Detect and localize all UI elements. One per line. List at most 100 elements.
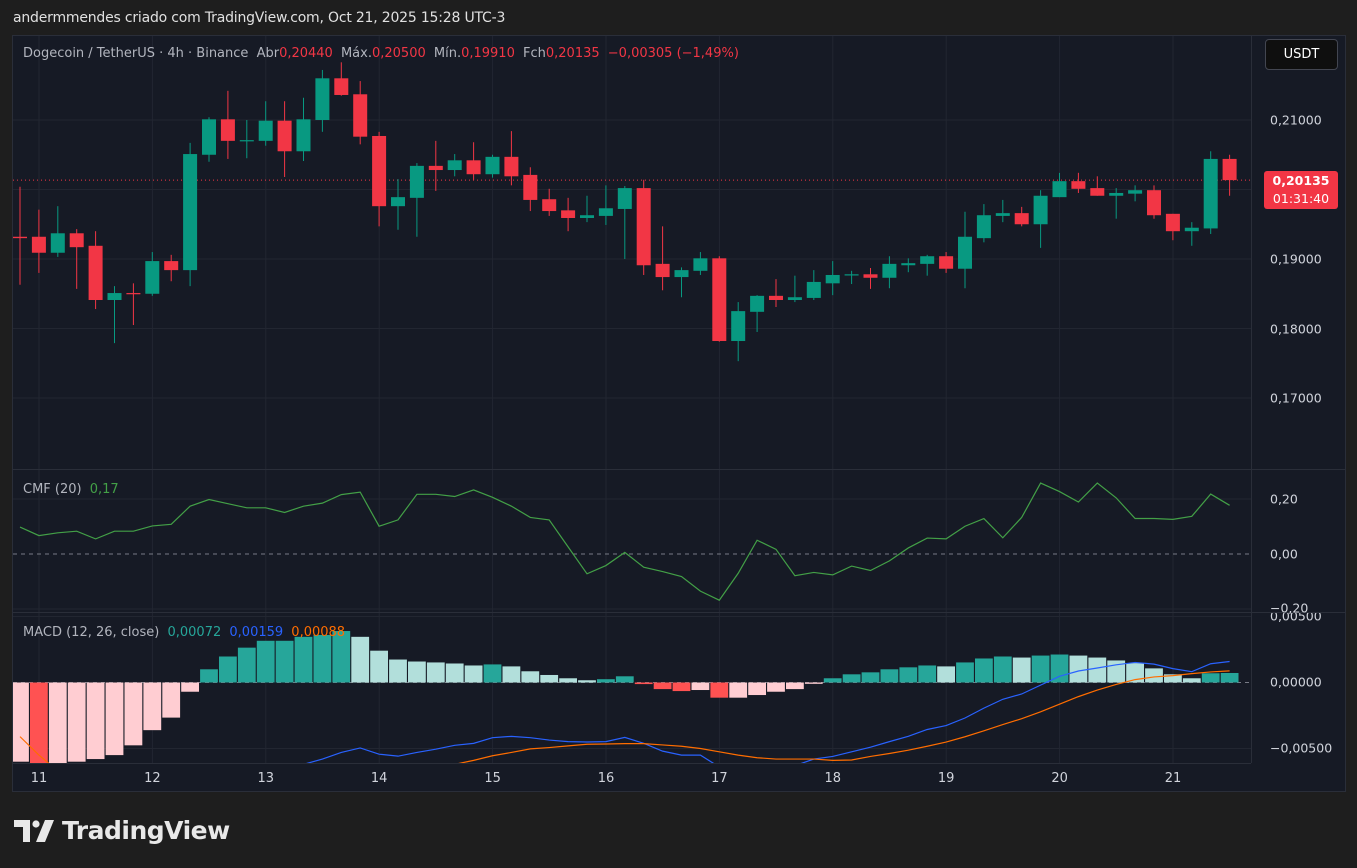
macd-histogram-bar (181, 682, 199, 692)
pane-divider[interactable] (13, 612, 1345, 613)
candle (1222, 154, 1237, 196)
candle-body (1128, 190, 1143, 194)
candle (220, 90, 235, 159)
candle-body (409, 165, 424, 198)
price-tick: 0,21000 (1270, 112, 1322, 128)
macd-histogram-bar (1069, 655, 1088, 683)
candle-body (1109, 192, 1124, 196)
candle (769, 279, 783, 307)
candle-body (504, 156, 519, 177)
candle (542, 188, 557, 216)
candle (1109, 188, 1124, 219)
macd-histogram-bar (389, 659, 407, 683)
candle (1033, 190, 1048, 248)
candle (88, 231, 103, 310)
time-label: 18 (824, 771, 842, 786)
macd-histogram-bar (1145, 668, 1163, 683)
candle (995, 199, 1010, 223)
cmf-pane[interactable]: CMF (20) 0,17 (13, 470, 1251, 612)
time-label: 11 (30, 771, 48, 786)
candle (409, 163, 424, 237)
candle-body (258, 120, 273, 141)
candle (731, 302, 746, 362)
candle (1184, 222, 1199, 246)
candle (145, 252, 160, 296)
macd-pane[interactable]: MACD (12, 26, close) 0,00072 0,00159 0,0… (13, 613, 1251, 763)
candle-body (693, 258, 708, 271)
macd-histogram-bar (672, 682, 691, 692)
candle-body (787, 297, 802, 301)
candle-body (1090, 188, 1105, 196)
chart-caption: andermmendes criado com TradingView.com,… (13, 10, 506, 26)
candle-body (1222, 158, 1237, 181)
macd-histogram-bar (729, 682, 748, 698)
candle (920, 254, 935, 276)
price-axis[interactable]: USDT 0,21000 0,19000 0,18000 0,17000 0,2… (1251, 36, 1345, 469)
candle-body (202, 119, 216, 155)
macd-histogram-bar (710, 682, 729, 698)
candle (31, 209, 46, 273)
candle (1165, 213, 1180, 241)
candle (315, 69, 330, 132)
cmf-axis[interactable]: 0,20 0,00 −0,20 (1251, 470, 1345, 616)
candle-body (731, 311, 746, 342)
macd-histogram-bar (1050, 654, 1069, 683)
macd-label[interactable]: MACD (12, 26, close) (23, 625, 160, 640)
candle (1147, 185, 1161, 219)
candle-body (712, 258, 727, 342)
brand-name: TradingView (62, 816, 230, 845)
macd-histogram-bar (48, 682, 67, 763)
currency-button[interactable]: USDT (1265, 39, 1338, 70)
candle-body (13, 236, 27, 239)
macd-histogram-bar (237, 647, 256, 683)
pane-divider[interactable] (13, 469, 1345, 470)
chart-frame[interactable]: Dogecoin / TetherUS · 4h · Binance Abr 0,… (12, 35, 1346, 792)
open-label: Abr (256, 46, 280, 61)
macd-histogram-bar (1220, 672, 1239, 683)
macd-histogram-bar (1164, 674, 1182, 683)
macd-histogram-bar (823, 678, 842, 683)
macd-histogram-bar (956, 662, 974, 683)
cmf-label[interactable]: CMF (20) (23, 482, 82, 497)
candle-body (674, 270, 689, 278)
candle-body (901, 263, 916, 266)
candle (353, 81, 368, 145)
candle (1052, 172, 1067, 198)
price-tick: 0,17000 (1270, 390, 1322, 406)
time-label: 20 (1051, 771, 1068, 786)
candle (1071, 172, 1086, 193)
time-axis[interactable]: 11 12 13 14 15 16 17 18 19 20 21 (13, 763, 1251, 791)
candle-body (50, 233, 65, 253)
candle (882, 256, 897, 289)
macd-histogram-bar (842, 674, 861, 683)
candle-body (636, 188, 651, 266)
macd-histogram-bar (540, 674, 559, 683)
candle (636, 179, 651, 275)
candlestick-chart (13, 36, 1251, 469)
macd-histogram-bar (105, 682, 124, 756)
cmf-chart (13, 470, 1251, 612)
macd-histogram-bar (597, 679, 615, 683)
tradingview-logo[interactable]: TradingView (14, 816, 230, 845)
candle-body (1147, 190, 1161, 216)
candle-body (88, 245, 103, 301)
change-value: −0,00305 (−1,49%) (607, 46, 739, 61)
time-label: 12 (144, 771, 161, 786)
macd-histogram-bar (767, 682, 785, 692)
candle (1128, 185, 1143, 202)
candle-body (220, 119, 235, 141)
price-pane[interactable]: Dogecoin / TetherUS · 4h · Binance Abr0,… (13, 36, 1251, 469)
candle-body (31, 236, 46, 253)
candle (844, 270, 859, 285)
candle (806, 270, 821, 301)
price-tick: 0,19000 (1270, 251, 1322, 267)
macd-axis[interactable]: 0,00500 0,00000 −0,00500 (1251, 613, 1345, 763)
cmf-tick: 0,00 (1270, 546, 1298, 562)
candle (863, 268, 878, 289)
macd-histogram-bar (30, 682, 48, 763)
symbol-title[interactable]: Dogecoin / TetherUS · 4h · Binance (23, 46, 249, 61)
candle-body (995, 213, 1010, 216)
candle (372, 131, 387, 227)
candle (69, 229, 84, 289)
candle-body (939, 256, 954, 269)
